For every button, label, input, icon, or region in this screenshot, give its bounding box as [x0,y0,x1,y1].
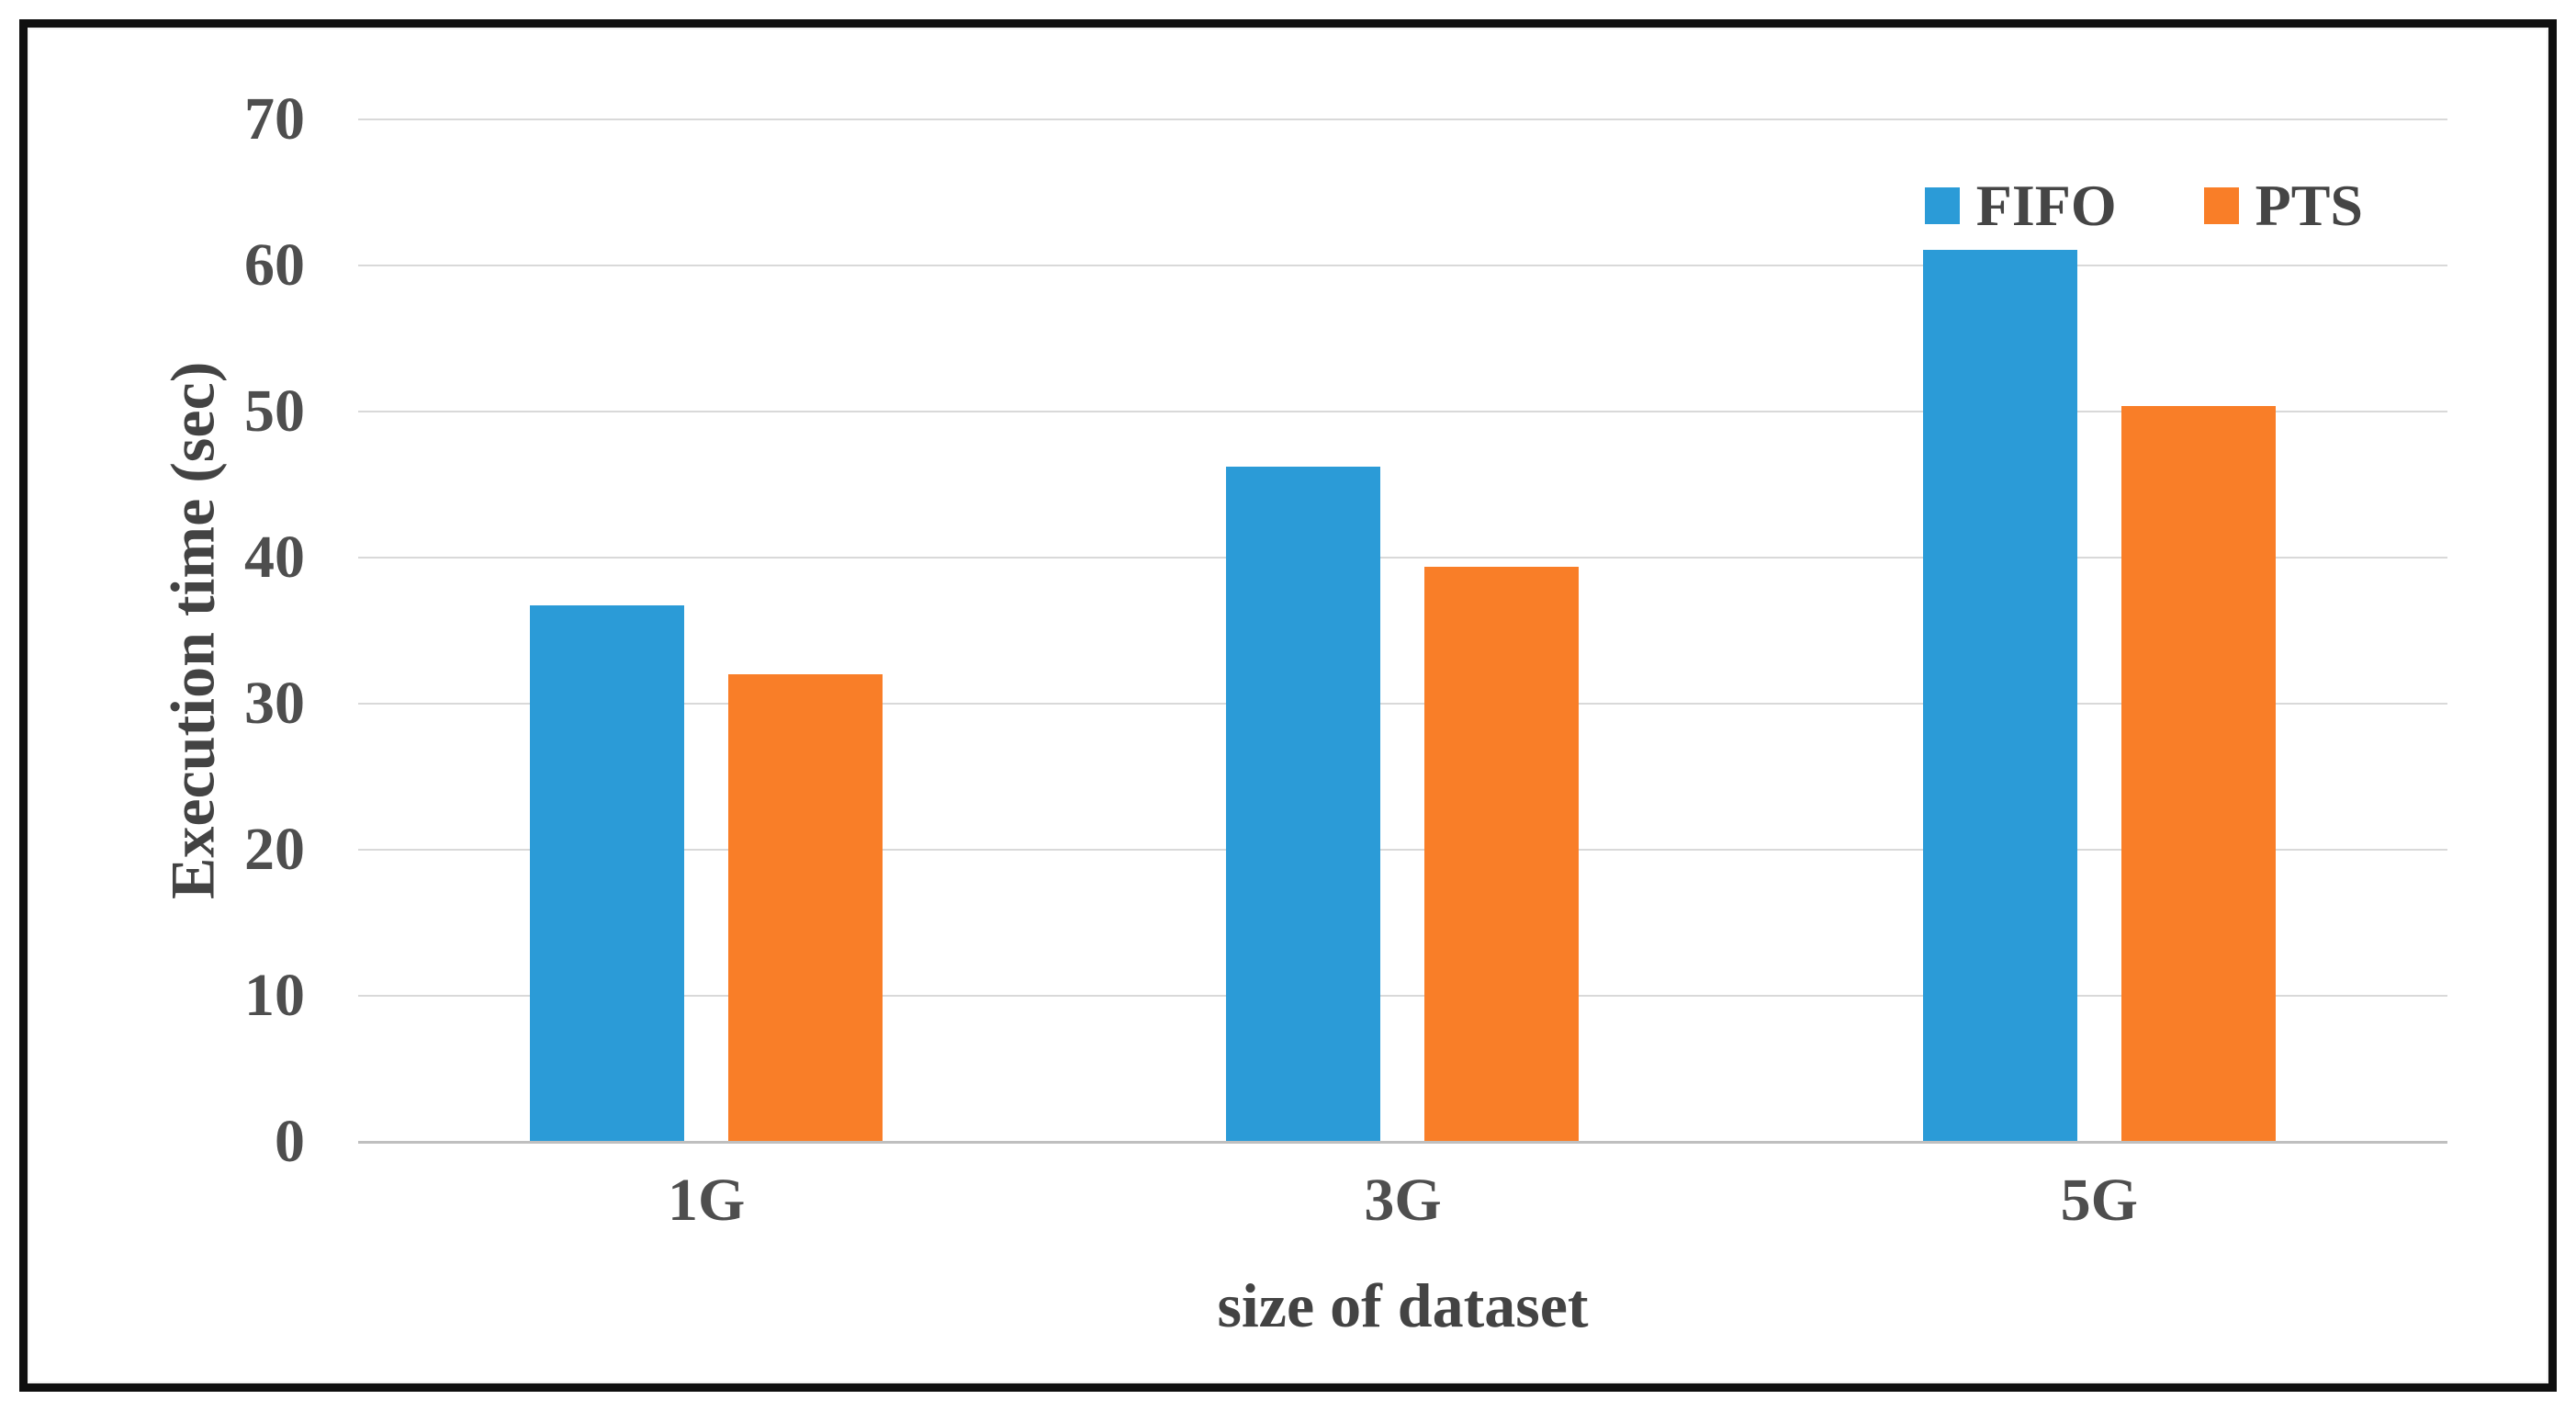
legend: FIFO PTS [1924,173,2363,238]
gridline-70 [358,119,2447,120]
y-axis-title: Execution time (sec) [157,361,228,900]
y-tick-label-60: 60 [244,231,305,299]
bar-group-5g [1751,119,2447,1142]
bar-fifo-5g [1922,249,2077,1142]
x-tick-label-1g: 1G [667,1167,746,1234]
legend-swatch-icon [1924,187,1960,224]
x-axis-title: size of dataset [1217,1270,1589,1340]
legend-item-pts: PTS [2203,173,2363,238]
y-tick-label-0: 0 [275,1108,305,1175]
bar-pts-3g [1424,566,1580,1142]
y-tick-label-30: 30 [244,670,305,737]
x-axis-labels: 1G 3G 5G [358,1159,2447,1242]
x-axis-line [358,1141,2447,1144]
y-tick-label-50: 50 [244,378,305,445]
gridline-40 [358,557,2447,559]
legend-label-pts: PTS [2255,173,2363,238]
legend-label-fifo: FIFO [1975,173,2117,238]
bar-group-1g [358,119,1054,1142]
bar-fifo-1g [530,605,685,1142]
plot-area: 70 60 50 40 30 20 10 0 FIFO PTS [244,89,2447,1172]
legend-swatch-icon [2203,187,2239,224]
gridline-20 [358,849,2447,851]
gridline-60 [358,265,2447,266]
gridline-50 [358,411,2447,412]
y-tick-label-10: 10 [244,962,305,1029]
bar-fifo-3g [1226,467,1381,1142]
y-tick-label-20: 20 [244,816,305,883]
gridline-10 [358,995,2447,997]
y-tick-label-70: 70 [244,85,305,152]
bar-pts-1g [728,674,883,1142]
bar-pts-5g [2120,405,2276,1142]
gridline-30 [358,703,2447,705]
x-tick-label-5g: 5G [2060,1167,2138,1234]
y-tick-label-40: 40 [244,524,305,591]
bar-group-3g [1054,119,1750,1142]
x-tick-label-3g: 3G [1364,1167,1442,1234]
bar-groups [358,119,2447,1142]
legend-item-fifo: FIFO [1924,173,2117,238]
